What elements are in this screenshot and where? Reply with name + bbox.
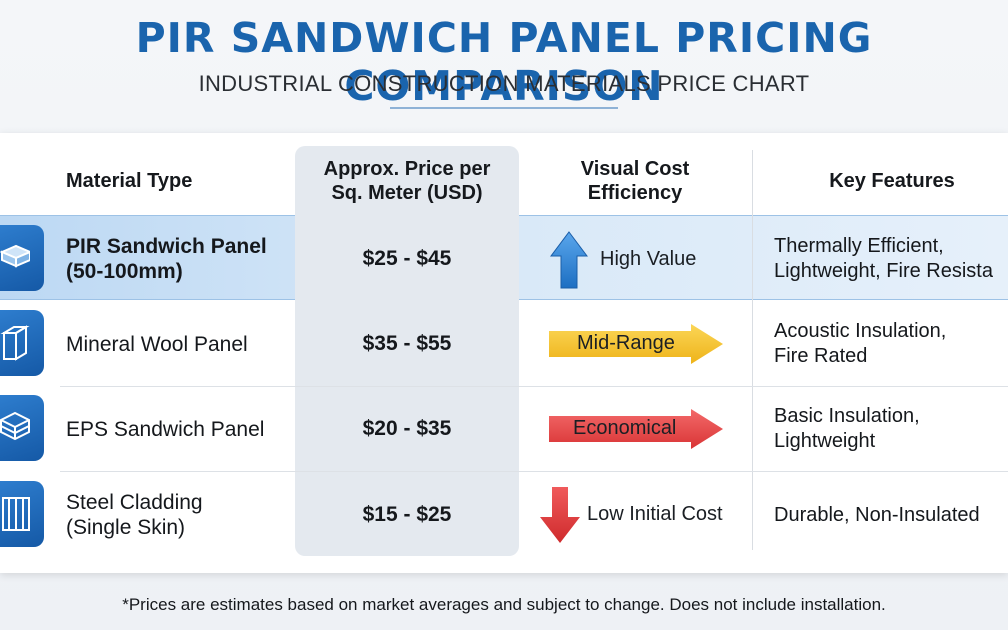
- layered-panel-icon: [0, 395, 44, 461]
- efficiency-label: Low Initial Cost: [587, 503, 723, 525]
- material-name-line2: (Single Skin): [66, 516, 186, 539]
- price-range: $20 - $35: [362, 417, 452, 440]
- price-column-background: [295, 146, 519, 556]
- page-title: PIR SANDWICH PANEL PRICING COMPARISON: [135, 14, 873, 110]
- key-features: Acoustic Insulation, Fire Rated: [774, 319, 1008, 369]
- column-header-material: Material Type: [66, 170, 193, 192]
- material-name-line2: (50-100mm): [66, 260, 183, 283]
- material-name: EPS Sandwich Panel: [66, 418, 265, 441]
- material-name: Mineral Wool Panel: [66, 333, 248, 356]
- material-name: Steel Cladding (Single Skin): [66, 490, 203, 540]
- up-arrow-icon: [550, 231, 588, 289]
- material-name-line1: PIR Sandwich Panel: [66, 235, 267, 258]
- column-header-price: Approx. Price per Sq. Meter (USD): [295, 157, 519, 205]
- panel-slab-icon: [0, 225, 44, 291]
- row-divider: [60, 386, 1008, 387]
- right-arrow-icon: [549, 409, 723, 449]
- key-features-line1: Basic Insulation,: [774, 405, 920, 427]
- key-features-line2: Fire Rated: [774, 345, 868, 367]
- title-divider: [390, 107, 618, 109]
- efficiency-label: High Value: [600, 248, 697, 270]
- column-header-efficiency: Visual Cost Efficiency: [525, 157, 745, 205]
- right-arrow-icon: [549, 324, 723, 364]
- column-divider: [752, 150, 753, 550]
- key-features-line2: Lightweight, Fire Resista: [774, 260, 993, 282]
- price-range: $25 - $45: [362, 247, 452, 270]
- efficiency-label: Economical: [573, 417, 677, 439]
- column-header-efficiency-line1: Visual Cost: [580, 158, 690, 180]
- down-arrow-icon: [540, 487, 580, 543]
- column-header-price-line2: Sq. Meter (USD): [331, 182, 483, 204]
- key-features-line2: Lightweight: [774, 430, 876, 452]
- key-features-line1: Thermally Efficient,: [774, 235, 944, 257]
- key-features: Basic Insulation, Lightweight: [774, 404, 1008, 454]
- price-range: $35 - $55: [362, 332, 452, 355]
- page-subtitle: INDUSTRIAL CONSTRUCTION MATERIALS PRICE …: [198, 71, 810, 96]
- key-features: Durable, Non-Insulated: [774, 504, 980, 526]
- row-divider: [60, 471, 1008, 472]
- price-range: $15 - $25: [362, 503, 452, 526]
- column-header-price-line1: Approx. Price per: [323, 158, 491, 180]
- panel-box-icon: [0, 310, 44, 376]
- efficiency-label: Mid-Range: [577, 332, 675, 354]
- key-features: Thermally Efficient, Lightweight, Fire R…: [774, 234, 1008, 284]
- key-features-line1: Acoustic Insulation,: [774, 320, 947, 342]
- material-name-line1: Steel Cladding: [66, 491, 203, 514]
- column-header-efficiency-line2: Efficiency: [587, 182, 683, 204]
- material-name: PIR Sandwich Panel (50-100mm): [66, 234, 267, 284]
- corrugated-sheet-icon: [0, 481, 44, 547]
- column-header-features: Key Features: [829, 170, 955, 192]
- footnote: *Prices are estimates based on market av…: [122, 595, 886, 614]
